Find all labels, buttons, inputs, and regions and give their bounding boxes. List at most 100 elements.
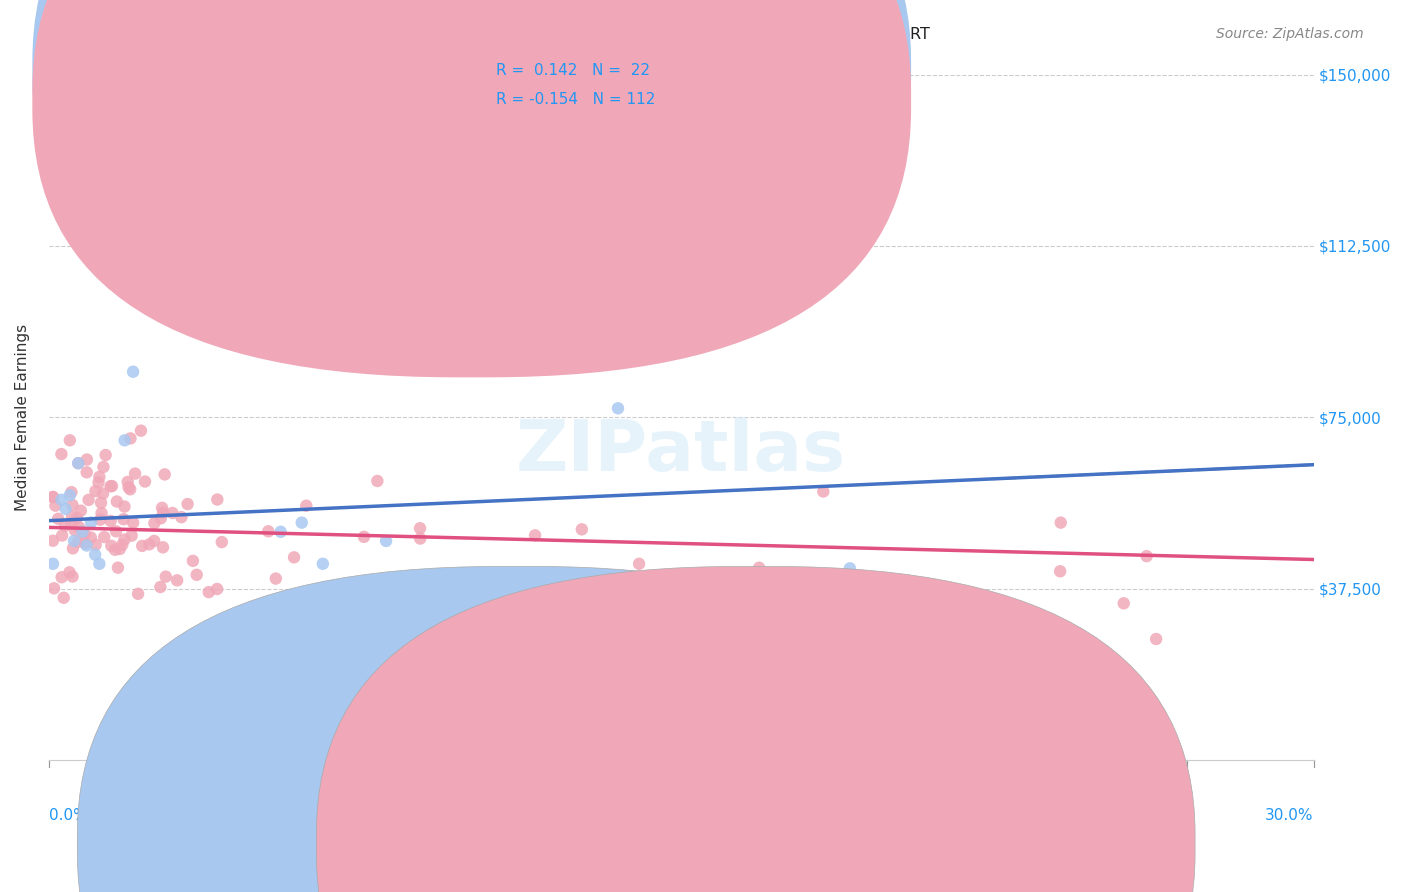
Point (67, 456, 90, 470)
Point (89, 470, 111, 484)
Point (84, 484, 107, 499)
Point (100, 514, 122, 528)
Point (105, 494, 128, 508)
Point (76, 452, 98, 467)
Point (207, 492, 229, 507)
Point (60, 509, 83, 524)
Point (264, 572, 287, 586)
Point (152, 541, 174, 555)
Point (100, 539, 122, 553)
Point (66, 534, 89, 549)
Point (176, 497, 198, 511)
Point (124, 467, 146, 481)
Point (104, 542, 127, 557)
Point (1049, 564, 1071, 578)
Point (60, 485, 83, 500)
Point (658, 601, 681, 615)
Point (607, 401, 630, 416)
Point (155, 569, 177, 583)
Point (62, 541, 84, 556)
Point (143, 516, 166, 530)
Text: 30.0%: 30.0% (1265, 808, 1313, 823)
Point (153, 467, 176, 482)
Point (162, 506, 184, 520)
Point (312, 557, 335, 571)
Point (120, 431, 142, 445)
Point (77, 492, 100, 507)
Point (1062, 643, 1084, 657)
Text: IMMIGRANTS FROM FRANCE VS IMMIGRANTS FROM GUYANA MEDIAN FEMALE EARNINGS CORRELAT: IMMIGRANTS FROM FRANCE VS IMMIGRANTS FRO… (42, 27, 929, 42)
Point (114, 434, 136, 448)
Point (181, 554, 204, 568)
Point (114, 500, 136, 514)
Point (93, 460, 115, 475)
Point (628, 557, 651, 571)
Point (42, 490, 65, 504)
Point (170, 510, 193, 524)
Point (59, 488, 82, 502)
Point (62, 569, 84, 583)
Point (981, 598, 1004, 612)
Point (270, 524, 292, 539)
Point (291, 516, 314, 530)
Point (121, 528, 143, 542)
Point (120, 483, 142, 497)
Point (44, 499, 66, 513)
Text: Immigrants from France: Immigrants from France (456, 836, 669, 850)
Point (105, 524, 128, 539)
Point (51, 447, 73, 461)
Point (91, 486, 114, 500)
Point (748, 560, 770, 574)
Point (89, 557, 111, 571)
Point (353, 530, 375, 544)
Point (149, 511, 172, 525)
Point (114, 533, 136, 547)
Point (138, 537, 160, 551)
Point (186, 567, 208, 582)
Point (131, 539, 153, 553)
Point (72, 524, 94, 539)
Point (73, 536, 96, 550)
Point (922, 632, 945, 647)
Point (122, 516, 145, 530)
Point (111, 538, 134, 552)
Point (295, 499, 318, 513)
Point (813, 484, 835, 499)
Point (63, 533, 86, 548)
Point (122, 365, 145, 379)
Point (84, 538, 107, 552)
Point (571, 522, 593, 536)
Point (59, 434, 82, 448)
Point (53, 518, 76, 533)
Point (257, 524, 280, 539)
Point (101, 479, 124, 493)
Point (621, 591, 644, 606)
Point (80, 516, 103, 530)
Point (150, 500, 173, 515)
Point (62, 498, 84, 512)
Point (58, 566, 80, 580)
Point (69, 504, 91, 518)
Point (149, 580, 172, 594)
Point (46, 512, 69, 526)
Point (84, 548, 107, 562)
Point (1144, 632, 1167, 646)
Point (52, 591, 75, 605)
Point (51, 570, 73, 584)
Point (67, 456, 90, 470)
Point (880, 593, 903, 607)
Point (80, 531, 103, 545)
Point (89, 513, 111, 527)
Point (986, 671, 1008, 685)
Point (112, 512, 135, 526)
Point (55, 502, 77, 516)
Y-axis label: Median Female Earnings: Median Female Earnings (15, 324, 30, 511)
Text: Immigrants from Guyana: Immigrants from Guyana (690, 836, 912, 850)
Point (107, 560, 129, 574)
Point (205, 582, 228, 596)
Text: Source: ZipAtlas.com: Source: ZipAtlas.com (1216, 27, 1364, 41)
Point (60, 516, 83, 531)
Point (51, 492, 73, 507)
Point (51, 528, 73, 542)
Point (129, 424, 152, 438)
